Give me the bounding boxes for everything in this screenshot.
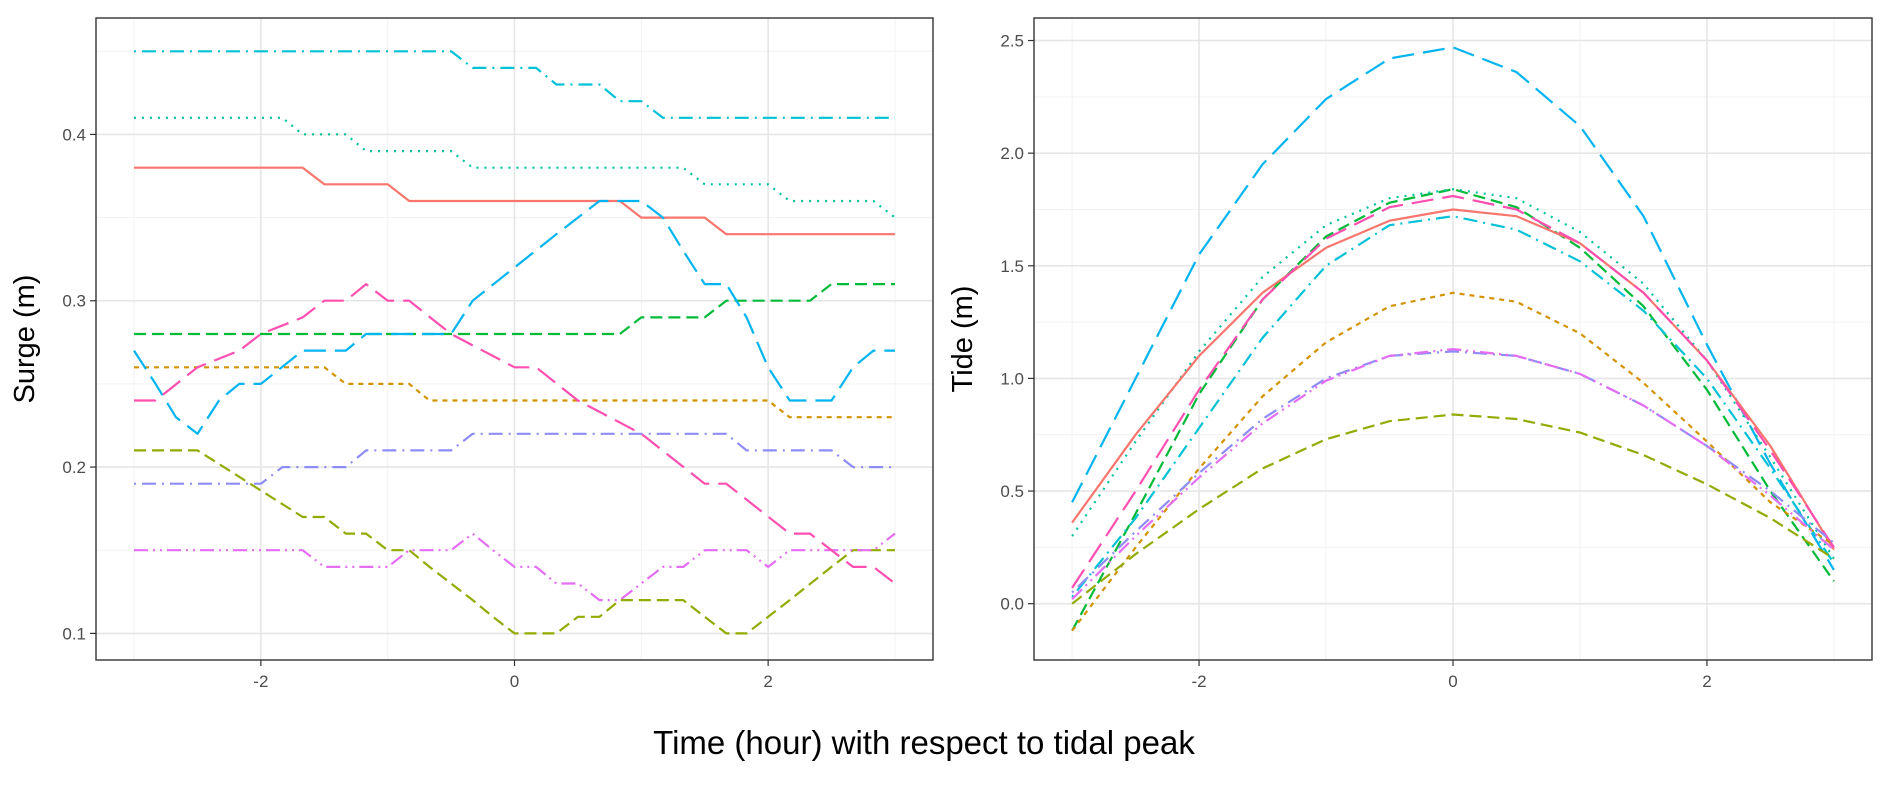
tide-y-tick-label: 1.5 (1000, 257, 1024, 276)
surge-y-axis-title: Surge (m) (9, 275, 41, 404)
surge-series-line-4 (134, 116, 896, 219)
tide-x-tick-label: -2 (1191, 672, 1206, 691)
surge-y-tick-label: 0.2 (62, 458, 86, 477)
tide-panel-border (1033, 17, 1873, 661)
tide-series-line-1 (1071, 188, 1835, 632)
tide-x-tick-label: 0 (1448, 672, 1457, 691)
tide-series-line-7 (1071, 350, 1835, 594)
tide-y-tick-label: 1.0 (1000, 369, 1024, 388)
tide-series-line-2 (1071, 188, 1835, 560)
tide-series-line-6 (1071, 291, 1835, 632)
tide-series-line-5 (1071, 215, 1835, 598)
surge-x-tick-label: 2 (763, 672, 772, 691)
tide-x-tick-label: 2 (1702, 672, 1711, 691)
surge-series-line-6 (133, 199, 895, 435)
global-x-axis-title: Time (hour) with respect to tidal peak (653, 724, 1195, 761)
surge-series-line-8 (134, 532, 896, 602)
tide-y-tick-label: 0.5 (1000, 482, 1024, 501)
surge-series-line-7 (134, 432, 895, 485)
surge-y-tick-label: 0.1 (62, 624, 86, 643)
tide-panel: -2 0 2 0.0 0.5 1.0 1.5 2.0 2.5 Tide (m) (947, 17, 1873, 691)
tide-series-line-0 (1071, 46, 1835, 571)
surge-x-tick-label: -2 (253, 672, 268, 691)
tide-y-tick-label: 0.0 (1000, 595, 1024, 614)
tide-series-line-9 (1071, 413, 1835, 605)
tide-series-line-4 (1071, 194, 1835, 589)
surge-series-line-2 (134, 449, 895, 635)
surge-y-tick-label: 0.4 (62, 125, 86, 144)
surge-series-line-1 (134, 366, 895, 419)
tide-y-axis-title: Tide (m) (947, 286, 979, 393)
surge-series-line-3 (134, 283, 895, 336)
surge-x-tick-label: 0 (510, 672, 519, 691)
tide-y-tick-label: 2.0 (1000, 144, 1024, 163)
surge-panel: -2 0 2 0.1 0.2 0.3 0.4 Surge (m) (9, 17, 934, 691)
surge-series-line-9 (134, 283, 896, 585)
surge-y-tick-label: 0.3 (62, 292, 86, 311)
tide-y-tick-label: 2.5 (1000, 32, 1024, 51)
surge-panel-border (95, 17, 934, 661)
surge-series-line-0 (134, 166, 895, 236)
tide-series-line-8 (1071, 348, 1835, 600)
